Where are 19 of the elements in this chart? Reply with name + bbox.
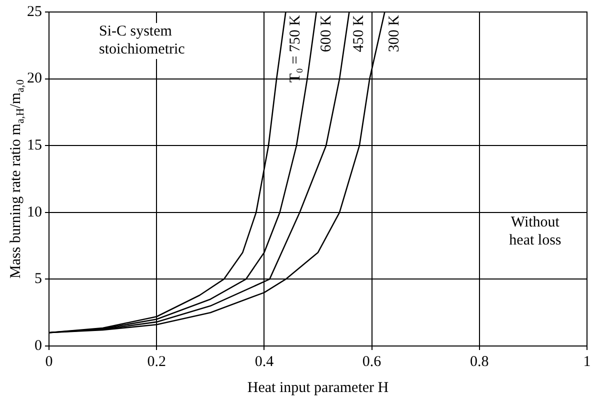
- y-axis-title: Mass burning rate ratio ma,H/ma,0: [8, 80, 26, 278]
- x-tick-label: 0: [45, 354, 53, 370]
- y-tick-label: 20: [27, 70, 42, 87]
- y-tick-label: 15: [27, 138, 42, 154]
- y-tick-label: 25: [27, 4, 42, 20]
- y-tick-label: 0: [34, 338, 42, 354]
- text: 300 K: [386, 14, 403, 52]
- text: 600 K: [318, 14, 334, 52]
- x-tick-label: 0.4: [254, 354, 274, 370]
- x-tick-label: 0.6: [362, 354, 382, 370]
- x-axis-title: Heat input parameter H: [247, 380, 389, 396]
- x-tick-label: 1: [583, 354, 591, 370]
- x-tick-label: 0.8: [470, 354, 489, 370]
- annotation: Si-C system stoichiometric: [99, 23, 186, 58]
- y-tick-label: 10: [27, 204, 42, 220]
- text: 450 K: [351, 14, 368, 52]
- x-tick-label: 0.2: [147, 354, 166, 370]
- y-tick-label: 5: [34, 271, 42, 288]
- annotation: Without heat loss: [509, 214, 562, 249]
